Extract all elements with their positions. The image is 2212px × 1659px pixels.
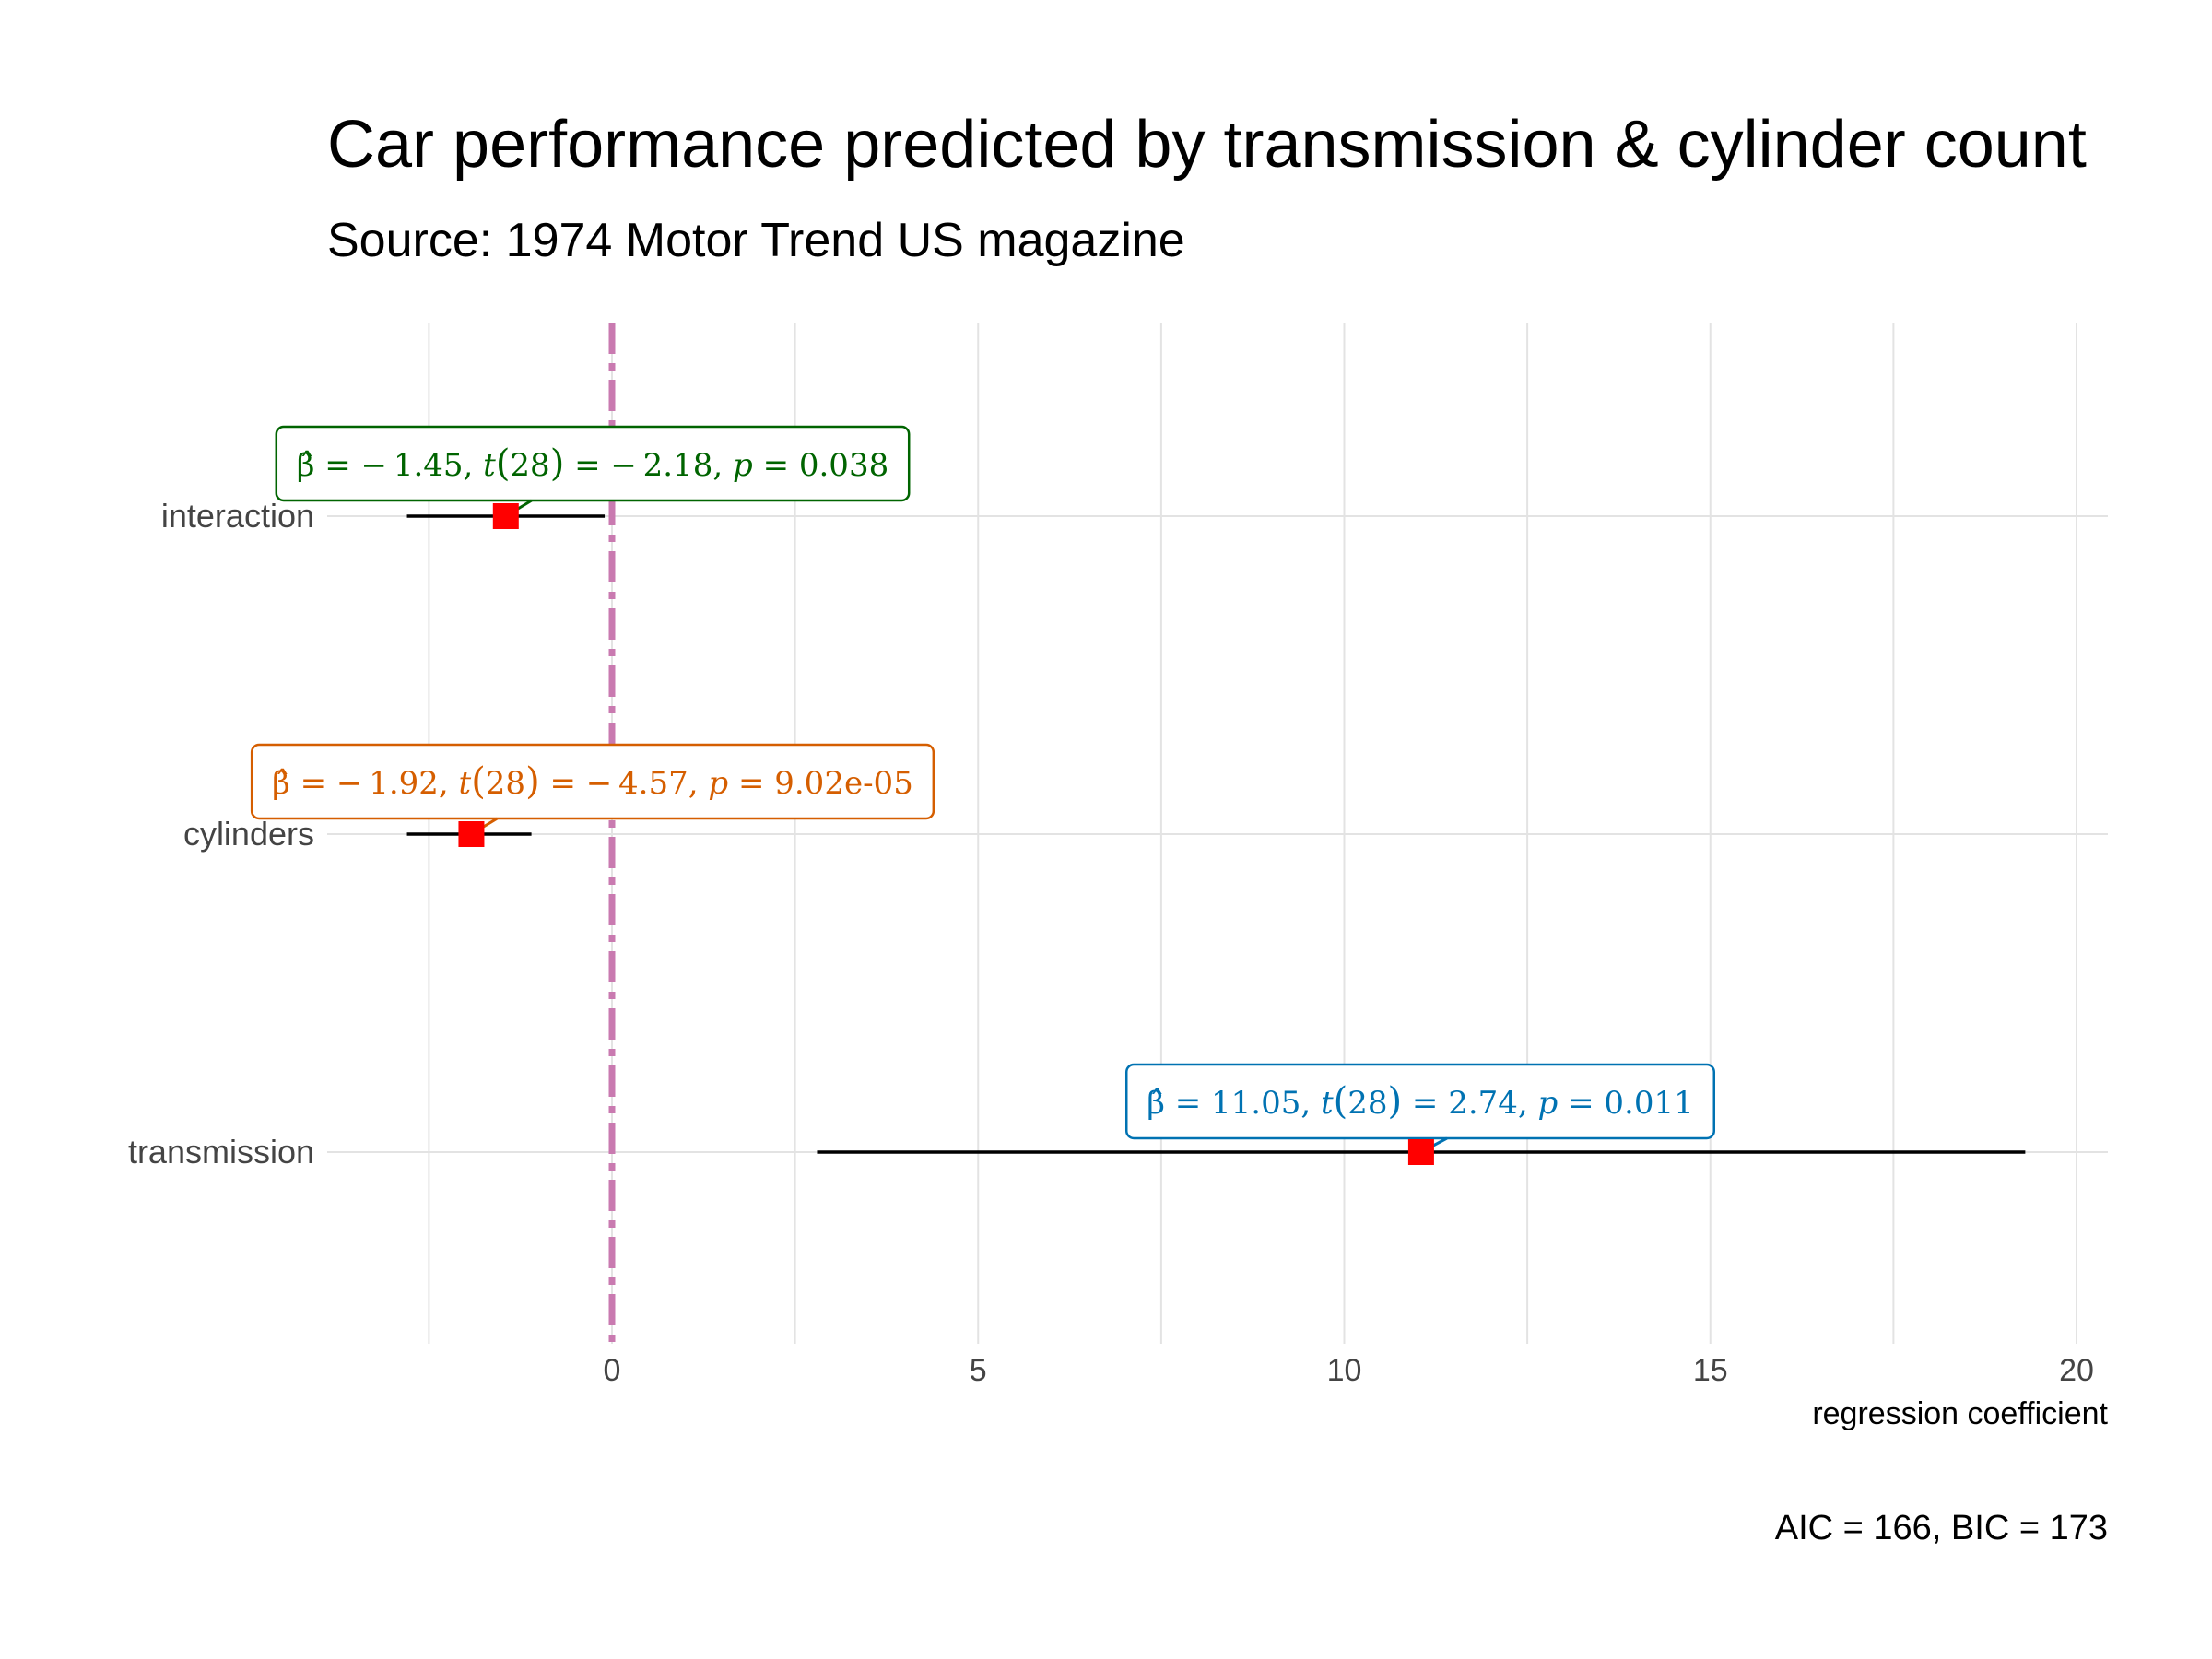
chart-title: Car performance predicted by transmissio… — [327, 108, 2087, 182]
caption: AIC = 166, BIC = 173 — [1775, 1509, 2108, 1547]
estimate-label-part: β̂ — [272, 765, 290, 802]
y-tick-label: interaction — [161, 497, 314, 535]
estimate-label-part: β̂ — [297, 447, 315, 484]
estimate-label-part: p — [733, 447, 753, 484]
estimate-label-part: = 0.011 — [1558, 1085, 1693, 1122]
estimate-label-part: = 2.74, — [1402, 1085, 1537, 1122]
estimate-label-part: ( — [496, 442, 511, 485]
estimate-label-part: ( — [1334, 1080, 1348, 1123]
estimate-label-part: 28 — [1347, 1085, 1387, 1122]
x-tick-label: 0 — [604, 1353, 621, 1388]
estimate-label-part: ) — [525, 760, 540, 803]
x-tick-label: 10 — [1327, 1353, 1362, 1388]
x-axis-ticks: 0 5 10 15 20 — [604, 1353, 2094, 1388]
estimate-label-part: ) — [550, 442, 565, 485]
estimate-label-part: = − 2.18, — [564, 447, 733, 484]
estimate-label-part: = − 4.57, — [540, 765, 709, 802]
estimate-label-part: t — [459, 765, 472, 802]
estimate-labels: β̂ = − 1.45, t(28) = − 2.18, p = 0.038β̂… — [250, 425, 1716, 1154]
estimate-label: β̂ = − 1.45, t(28) = − 2.18, p = 0.038 — [275, 425, 911, 502]
estimate-label-part: = 11.05, — [1165, 1085, 1321, 1122]
estimate-label-box — [250, 743, 935, 820]
x-axis-label: regression coefficient — [1812, 1396, 2108, 1431]
estimate-label-part: p — [708, 765, 728, 802]
estimate-label: β̂ = 11.05, t(28) = 2.74, p = 0.011 — [1124, 1063, 1716, 1140]
estimate-label-part: t — [1321, 1085, 1334, 1122]
points — [458, 503, 1434, 1165]
estimate-label-part: β̂ — [1147, 1085, 1165, 1122]
estimate-label-part: 28 — [486, 765, 525, 802]
estimate-label-text: β̂ = − 1.45, t(28) = − 2.18, p = 0.038 — [297, 442, 888, 485]
x-tick-label: 20 — [2059, 1353, 2094, 1388]
y-tick-label: cylinders — [183, 815, 314, 853]
x-tick-label: 5 — [970, 1353, 987, 1388]
chart-subtitle: Source: 1974 Motor Trend US magazine — [327, 214, 1185, 267]
estimate-label-part: ) — [1388, 1080, 1403, 1123]
estimate-label: β̂ = − 1.92, t(28) = − 4.57, p = 9.02e-0… — [250, 743, 935, 820]
estimate-label-part: t — [483, 447, 496, 484]
estimate-point — [458, 821, 485, 847]
estimate-label-part: = − 1.45, — [314, 447, 483, 484]
estimate-label-part: p — [1538, 1085, 1559, 1122]
estimate-label-box — [275, 425, 911, 502]
y-axis-ticks: interaction cylinders transmission — [128, 497, 314, 1171]
estimate-label-part: ( — [471, 760, 486, 803]
estimate-point — [492, 503, 519, 529]
estimate-label-text: β̂ = 11.05, t(28) = 2.74, p = 0.011 — [1147, 1080, 1694, 1123]
estimate-label-part: = 9.02e-05 — [728, 765, 913, 802]
estimate-label-part: = 0.038 — [753, 447, 888, 484]
estimate-label-part: = − 1.92, — [290, 765, 459, 802]
estimate-label-box — [1124, 1063, 1716, 1140]
estimate-point — [1407, 1139, 1434, 1165]
estimate-label-text: β̂ = − 1.92, t(28) = − 4.57, p = 9.02e-0… — [272, 760, 913, 803]
x-tick-label: 15 — [1693, 1353, 1728, 1388]
estimate-label-part: 28 — [510, 447, 549, 484]
y-tick-label: transmission — [128, 1133, 314, 1171]
